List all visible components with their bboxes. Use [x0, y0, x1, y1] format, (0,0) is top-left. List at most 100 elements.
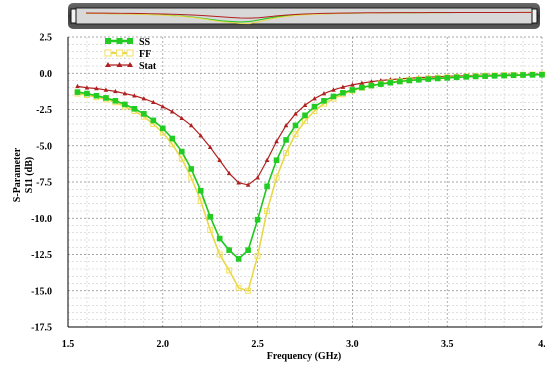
overview-left-handle[interactable]	[70, 8, 77, 24]
data-point-stat	[207, 144, 213, 149]
data-point-ss	[387, 79, 394, 86]
data-point-ss	[254, 216, 261, 223]
data-point-ff	[264, 208, 271, 214]
data-point-ss	[226, 247, 232, 253]
data-point-stat	[94, 85, 99, 91]
legend-label-ss: SS	[139, 37, 151, 48]
data-point-stat	[217, 157, 222, 163]
data-point-ss	[520, 72, 526, 78]
data-point-ss	[112, 98, 119, 104]
data-point-ss	[292, 122, 299, 129]
data-point-stat	[113, 88, 118, 94]
x-tick-label: 1.5	[62, 339, 75, 350]
data-point-ss	[74, 89, 81, 95]
data-point-ss	[264, 183, 270, 190]
data-point-stat	[236, 180, 241, 185]
axes	[67, 37, 542, 328]
grid	[67, 36, 543, 328]
data-point-ss	[539, 71, 545, 78]
data-point-ss	[397, 78, 403, 85]
x-tick-label: 4.	[538, 339, 545, 350]
data-point-ss	[340, 90, 346, 96]
data-point-stat	[255, 175, 260, 180]
x-axis-title: Frequency (GHz)	[267, 351, 342, 362]
data-point-stat	[226, 170, 232, 176]
data-point-ff	[169, 141, 176, 148]
data-point-ss	[131, 105, 138, 112]
x-tick-labels: 1.5 2.0 2.5 3.0 3.5 4.	[62, 339, 545, 350]
data-point-stat	[312, 96, 317, 101]
data-point-stat	[264, 157, 270, 163]
data-point-ss	[529, 72, 536, 78]
data-point-stat	[160, 104, 166, 109]
data-point-ss	[415, 76, 422, 83]
data-point-ss	[472, 73, 479, 80]
data-point-stat	[151, 99, 156, 105]
y-tick-label: -17.5	[31, 323, 52, 334]
data-point-ss	[207, 214, 213, 220]
data-point-stat	[103, 87, 109, 92]
data-point-ss	[491, 73, 498, 79]
data-point-ss	[463, 74, 469, 80]
data-point-ss	[160, 125, 166, 132]
y-tick-label: -5.0	[36, 141, 52, 152]
data-point-ff	[245, 287, 252, 294]
data-point-stat	[169, 109, 175, 114]
overview-scrollbar[interactable]	[68, 3, 540, 29]
data-point-ss	[93, 92, 100, 99]
y-axis-title-line2: S11 (dB)	[24, 157, 35, 193]
data-point-stat	[340, 84, 346, 89]
x-tick-label: 2.0	[157, 339, 170, 350]
data-point-ff	[178, 155, 185, 162]
data-point-ff	[292, 131, 299, 138]
data-point-stat	[283, 122, 289, 128]
data-point-ss	[453, 74, 460, 81]
data-point-ss	[178, 148, 185, 155]
data-point-stat	[122, 91, 128, 96]
data-point-stat	[274, 138, 279, 144]
series-line-ff	[77, 73, 543, 292]
data-point-ss	[349, 87, 356, 93]
data-point-ss	[330, 93, 337, 100]
y-tick-label: -10.0	[31, 214, 52, 225]
data-point-ff	[235, 284, 242, 291]
legend-item-ff: FF	[104, 49, 151, 60]
data-point-ss	[245, 247, 251, 253]
x-tick-label: 2.5	[251, 339, 264, 350]
data-point-ff	[226, 267, 233, 274]
series	[74, 71, 545, 294]
data-point-ss	[482, 73, 488, 79]
data-point-ff	[188, 174, 195, 181]
data-point-ss	[406, 77, 413, 84]
data-point-stat	[75, 83, 80, 89]
data-point-stat	[369, 79, 374, 84]
data-point-stat	[350, 82, 355, 87]
data-point-stat	[132, 93, 137, 98]
data-point-ss	[150, 117, 157, 124]
data-point-ss	[434, 75, 441, 82]
data-point-stat	[188, 122, 194, 128]
data-point-stat	[141, 96, 147, 101]
data-point-ss	[197, 187, 204, 194]
data-point-ss	[378, 81, 384, 87]
data-point-ff	[207, 226, 214, 233]
data-point-ff	[216, 251, 223, 258]
data-point-stat	[331, 87, 336, 92]
legend-item-ss: SS	[105, 37, 151, 48]
data-point-ss	[122, 101, 128, 108]
data-point-ss	[103, 95, 109, 101]
data-point-ss	[368, 82, 375, 89]
data-point-ff	[197, 197, 204, 204]
data-point-stat	[321, 91, 327, 96]
overview-line-stat	[86, 11, 532, 19]
data-point-ss	[321, 98, 327, 104]
series-line-stat	[77, 73, 543, 186]
data-point-ff	[283, 150, 290, 156]
y-axis-title-line1: S-Parameter	[12, 147, 23, 202]
data-point-ss	[359, 84, 365, 91]
y-tick-label: 0.0	[40, 69, 53, 80]
data-point-ss	[510, 72, 517, 79]
overview-right-handle[interactable]	[531, 8, 538, 24]
data-point-ss	[501, 72, 507, 79]
